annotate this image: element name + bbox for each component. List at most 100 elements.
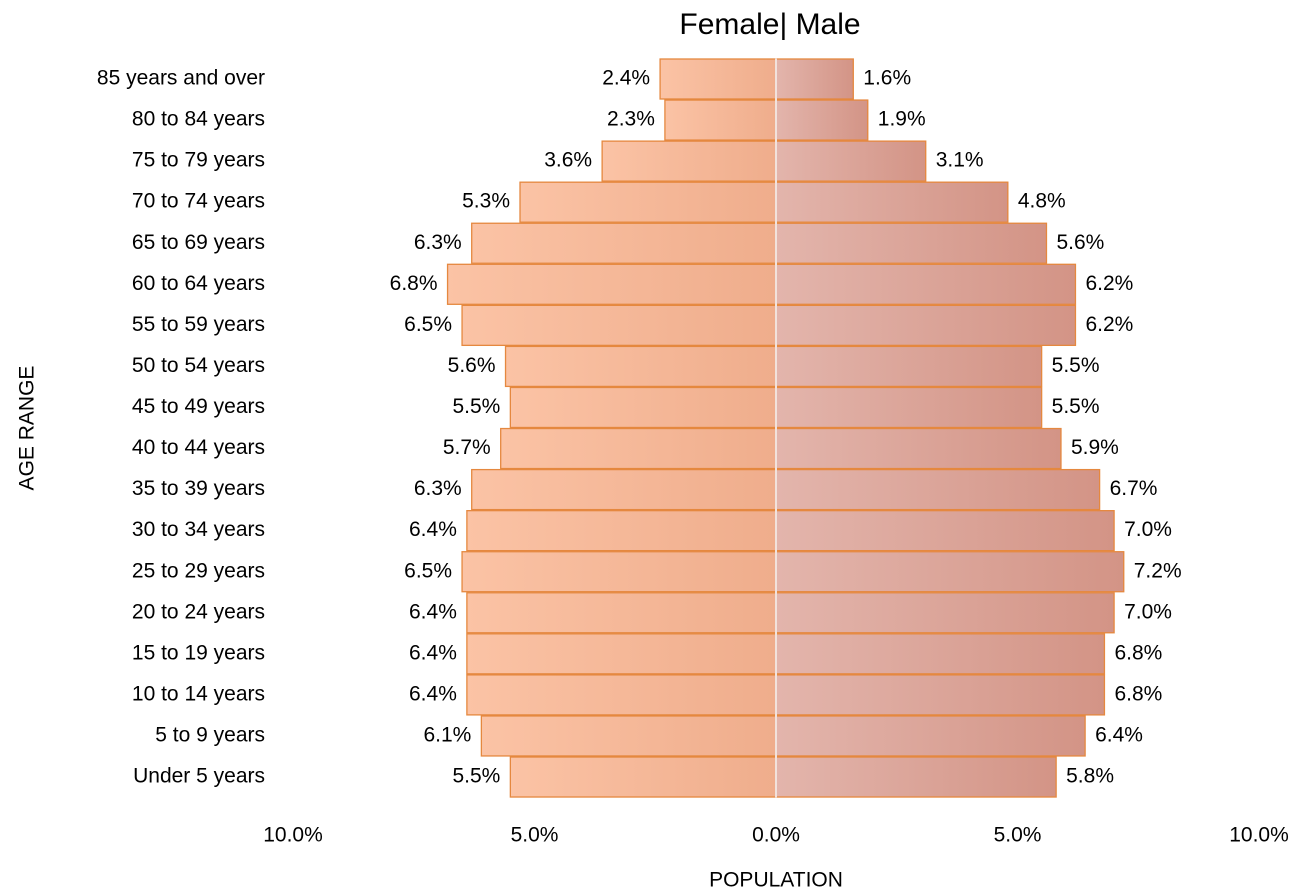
bar	[775, 181, 1009, 223]
x-tick-label: 0.0%	[752, 824, 800, 847]
y-tick-label: 80 to 84 years	[132, 108, 265, 131]
data-label: 6.2%	[1085, 272, 1133, 295]
y-tick-label: 55 to 59 years	[132, 313, 265, 336]
bar	[509, 756, 777, 798]
y-axis-label: AGE RANGE	[16, 366, 39, 491]
bar	[480, 715, 777, 757]
y-tick-label: 65 to 69 years	[132, 231, 265, 254]
data-label: 5.6%	[1056, 231, 1104, 254]
bar	[659, 58, 777, 100]
bar	[775, 592, 1115, 634]
data-label: 5.8%	[1066, 765, 1114, 788]
data-label: 6.4%	[409, 641, 457, 664]
y-tick-label: 25 to 29 years	[132, 559, 265, 582]
bar	[775, 551, 1125, 593]
data-label: 6.7%	[1110, 477, 1158, 500]
y-tick-label: 20 to 24 years	[132, 600, 265, 623]
bar	[775, 468, 1101, 511]
data-label: 5.5%	[452, 765, 500, 788]
data-label: 7.2%	[1134, 559, 1182, 582]
bar	[519, 181, 777, 223]
data-label: 4.8%	[1018, 190, 1066, 213]
y-tick-label: 45 to 49 years	[132, 395, 265, 418]
bar	[466, 674, 777, 716]
y-tick-label: 75 to 79 years	[132, 149, 265, 172]
data-label: 6.4%	[1095, 724, 1143, 747]
y-tick-label: 50 to 54 years	[132, 354, 265, 377]
bar	[775, 140, 927, 182]
x-tick-label: 5.0%	[994, 824, 1042, 847]
y-tick-label: 70 to 74 years	[132, 190, 265, 213]
x-tick-label: 10.0%	[1229, 824, 1289, 847]
bar	[775, 386, 1043, 429]
bar	[471, 222, 777, 264]
bar	[500, 427, 777, 470]
data-label: 2.3%	[607, 108, 655, 131]
data-label: 5.3%	[462, 190, 510, 213]
data-label: 6.8%	[1114, 682, 1162, 705]
bar	[775, 58, 854, 100]
data-label: 1.6%	[863, 67, 911, 90]
bar	[509, 386, 777, 429]
x-tick-label: 5.0%	[511, 824, 559, 847]
data-label: 3.6%	[544, 149, 592, 172]
data-label: 5.7%	[443, 436, 491, 459]
y-tick-label: 40 to 44 years	[132, 436, 265, 459]
x-axis-label: POPULATION	[709, 869, 843, 892]
data-label: 6.4%	[409, 600, 457, 623]
bar	[775, 263, 1077, 305]
chart-title: Female| Male	[679, 8, 860, 41]
data-label: 5.5%	[452, 395, 500, 418]
y-tick-label: Under 5 years	[133, 765, 265, 788]
data-label: 6.3%	[414, 477, 462, 500]
data-label: 5.5%	[1052, 354, 1100, 377]
y-tick-label: 30 to 34 years	[132, 518, 265, 541]
data-label: 6.4%	[409, 682, 457, 705]
y-tick-label: 35 to 39 years	[132, 477, 265, 500]
bar	[775, 715, 1086, 757]
bar	[466, 633, 777, 675]
bar	[461, 304, 777, 347]
y-tick-label: 10 to 14 years	[132, 682, 265, 705]
bar	[775, 345, 1043, 388]
data-label: 5.6%	[448, 354, 496, 377]
bar	[775, 222, 1048, 264]
data-label: 6.8%	[1114, 641, 1162, 664]
y-tick-label: 60 to 64 years	[132, 272, 265, 295]
data-label: 6.4%	[409, 518, 457, 541]
y-tick-label: 5 to 9 years	[155, 724, 265, 747]
data-label: 5.9%	[1071, 436, 1119, 459]
y-tick-label: 85 years and over	[97, 67, 265, 90]
bar	[461, 551, 777, 593]
bar	[775, 756, 1057, 798]
bar	[775, 674, 1106, 716]
bar	[775, 99, 869, 141]
bar	[664, 99, 777, 141]
data-label: 7.0%	[1124, 600, 1172, 623]
bar	[471, 468, 777, 511]
bar	[504, 345, 777, 388]
bar	[601, 140, 777, 182]
bar	[775, 427, 1062, 470]
data-label: 1.9%	[878, 108, 926, 131]
data-label: 6.8%	[390, 272, 438, 295]
bar	[775, 304, 1077, 347]
bar	[466, 592, 777, 634]
bar	[775, 510, 1115, 552]
bar	[446, 263, 777, 305]
y-tick-label: 15 to 19 years	[132, 641, 265, 664]
data-label: 6.5%	[404, 313, 452, 336]
x-tick-label: 10.0%	[263, 824, 323, 847]
data-label: 6.1%	[423, 724, 471, 747]
data-label: 6.2%	[1085, 313, 1133, 336]
data-label: 7.0%	[1124, 518, 1172, 541]
data-label: 6.3%	[414, 231, 462, 254]
bar	[466, 510, 777, 552]
data-label: 3.1%	[936, 149, 984, 172]
data-label: 5.5%	[1052, 395, 1100, 418]
data-label: 6.5%	[404, 559, 452, 582]
bar	[775, 633, 1106, 675]
data-label: 2.4%	[602, 67, 650, 90]
